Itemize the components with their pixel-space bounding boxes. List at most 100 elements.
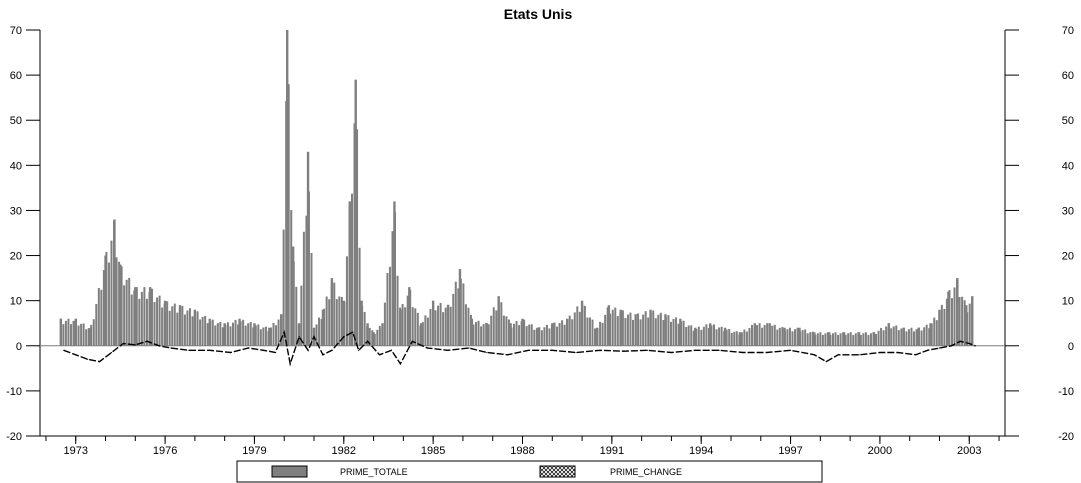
bar — [781, 327, 784, 346]
line-point — [188, 349, 190, 351]
y-tick-label-right: -10 — [1058, 386, 1074, 398]
bar — [287, 84, 290, 346]
line-point — [938, 347, 941, 349]
bar — [82, 323, 85, 346]
bar — [692, 330, 695, 346]
line-point — [915, 354, 917, 356]
bar — [720, 326, 723, 346]
x-tick-label: 1982 — [332, 445, 356, 457]
bar — [480, 326, 483, 346]
x-tick-label: 2000 — [868, 445, 892, 457]
bar — [824, 333, 827, 346]
bar — [181, 305, 184, 346]
legend: PRIME_TOTALE PRIME_CHANGE — [236, 460, 823, 483]
bar-point — [887, 323, 891, 346]
bar — [464, 304, 467, 346]
bar — [637, 313, 640, 346]
bar-point — [509, 323, 512, 346]
bar — [457, 288, 460, 346]
bar — [763, 325, 766, 346]
line-point — [390, 349, 393, 351]
bar-point — [580, 300, 584, 346]
bar — [442, 312, 445, 346]
bar — [561, 320, 564, 346]
bar — [356, 129, 359, 346]
bar — [644, 311, 647, 346]
bar — [302, 231, 305, 346]
line-point — [146, 340, 148, 342]
bar — [325, 296, 328, 346]
bar — [771, 325, 774, 346]
bar — [87, 328, 90, 346]
bar — [563, 324, 566, 346]
line-point — [447, 349, 449, 351]
line-point — [623, 350, 625, 352]
bar — [713, 324, 716, 346]
bar — [421, 322, 424, 346]
bar — [958, 297, 961, 346]
bar — [624, 318, 627, 346]
bar — [748, 328, 751, 346]
bar — [796, 327, 799, 346]
chart-title: Etats Unis — [504, 6, 573, 22]
bar-point — [842, 332, 846, 346]
bar — [907, 329, 910, 346]
line-point — [468, 347, 470, 349]
bar — [211, 319, 214, 346]
bar — [404, 307, 407, 346]
bar-point — [372, 332, 375, 346]
axes-layer: -20 -20 -10 -10 0 0 10 10 20 20 30 30 40 40 50 50 60 60 70… — [6, 25, 1074, 457]
y-tick-label-left: 70 — [10, 25, 22, 37]
bar — [272, 322, 275, 346]
bar — [80, 323, 83, 346]
line-point — [646, 349, 649, 351]
line-point — [670, 351, 673, 354]
bar-point — [470, 318, 474, 346]
line-point — [789, 349, 792, 351]
line-point — [289, 363, 291, 365]
line-point — [170, 347, 172, 349]
bar — [371, 330, 374, 346]
bar — [426, 317, 429, 346]
bar-point — [956, 278, 959, 346]
bar — [153, 302, 156, 346]
bar — [452, 293, 455, 346]
bar — [659, 312, 662, 346]
bar — [487, 324, 490, 346]
bar — [756, 325, 759, 346]
line-point — [322, 354, 324, 356]
bar — [201, 316, 204, 346]
bar-point — [193, 309, 197, 346]
bar — [642, 314, 645, 346]
bar — [530, 324, 533, 346]
bar — [95, 303, 98, 346]
bar-point — [104, 255, 107, 346]
bar — [196, 311, 199, 346]
line-point — [331, 349, 333, 351]
bar — [885, 326, 888, 346]
bar — [406, 295, 409, 346]
bar-point — [431, 300, 435, 346]
bar — [609, 313, 612, 346]
bar-point — [342, 300, 345, 346]
bar — [259, 329, 262, 346]
bar — [837, 334, 840, 346]
bar — [761, 327, 764, 346]
bar — [710, 325, 713, 346]
bar — [234, 319, 237, 346]
x-tick-label: 1991 — [600, 445, 624, 457]
bar — [171, 306, 174, 346]
bar — [961, 296, 964, 346]
bar — [72, 320, 75, 346]
bar — [333, 282, 336, 346]
bar-point — [297, 323, 301, 346]
bar — [150, 288, 153, 346]
bar — [528, 324, 531, 346]
bar — [543, 327, 546, 346]
bar — [264, 326, 267, 346]
bar-point — [971, 296, 974, 346]
bar — [340, 297, 343, 346]
bar-point — [149, 287, 152, 346]
bars-layer — [59, 30, 974, 346]
bar — [675, 317, 678, 346]
